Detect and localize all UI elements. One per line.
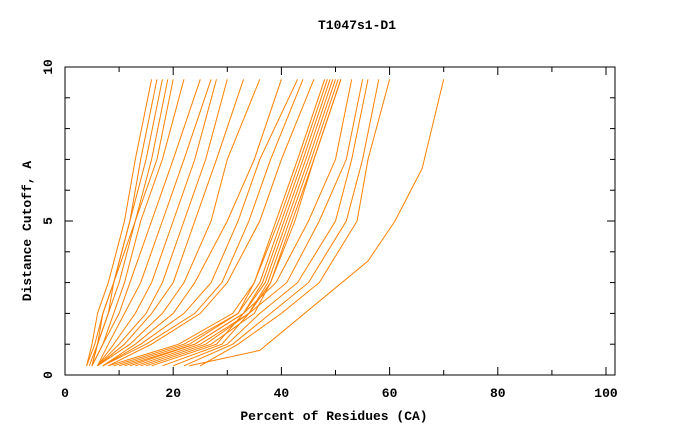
series-line-13 (102, 79, 282, 367)
series-line-25 (151, 79, 353, 367)
series-line-29 (200, 79, 391, 367)
series-line-26 (162, 79, 364, 367)
series-layer (86, 79, 445, 367)
x-tick-label: 20 (165, 386, 181, 401)
x-tick-label: 40 (274, 386, 290, 401)
series-line-2 (86, 79, 158, 366)
series-line-19 (118, 79, 331, 367)
y-tick-label: 0 (41, 371, 56, 379)
series-line-12 (97, 79, 261, 367)
x-tick-label: 0 (61, 386, 69, 401)
series-line-16 (108, 79, 315, 367)
tick-layer (64, 66, 615, 376)
series-line-1 (86, 79, 153, 366)
chart-title: T1047s1-D1 (318, 18, 396, 33)
series-line-18 (113, 79, 328, 367)
plot-border (64, 66, 616, 376)
series-line-21 (129, 79, 336, 367)
series-line-27 (173, 79, 369, 367)
y-tick-label: 10 (41, 59, 56, 75)
series-line-22 (135, 79, 339, 367)
y-tick-label: 5 (41, 217, 56, 225)
series-line-15 (102, 79, 304, 367)
x-tick-label: 100 (594, 386, 618, 401)
series-line-5 (91, 79, 174, 366)
series-line-10 (97, 79, 228, 367)
series-line-28 (183, 79, 380, 367)
series-line-7 (91, 79, 201, 367)
series-line-8 (97, 79, 212, 367)
x-tick-label: 60 (382, 386, 398, 401)
x-tick-label: 80 (490, 386, 506, 401)
y-axis-label: Distance Cutoff, A (20, 161, 35, 302)
series-line-9 (97, 79, 217, 367)
x-axis-label: Percent of Residues (CA) (240, 409, 427, 424)
series-line-11 (97, 79, 244, 367)
series-line-24 (145, 79, 342, 367)
series-line-30 (189, 79, 445, 367)
tick-labels: 0 20 40 60 80 100 0 5 10 (41, 59, 618, 401)
series-line-14 (102, 79, 299, 367)
